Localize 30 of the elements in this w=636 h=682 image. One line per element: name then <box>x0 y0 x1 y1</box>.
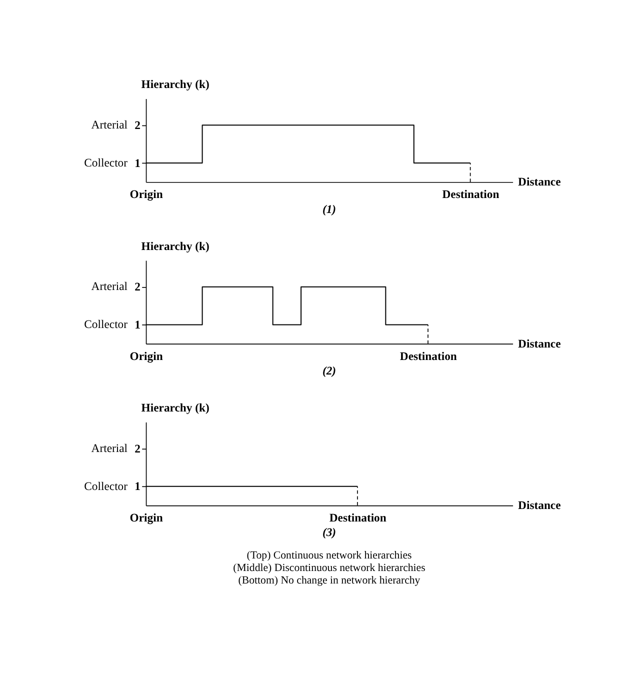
y-axis-title: Hierarchy (k) <box>141 402 210 415</box>
text: (3) <box>322 526 336 540</box>
text: (1) <box>322 202 336 216</box>
text: (Bottom) No change in network hierarchy <box>238 574 421 587</box>
x-tick-label: Destination <box>329 512 387 525</box>
x-tick-label: Origin <box>130 512 164 525</box>
y-tick-label: 1 <box>134 480 141 494</box>
text: Arterial <box>91 118 128 132</box>
text: Arterial <box>91 442 128 455</box>
y-tick-label: 1 <box>134 156 141 170</box>
text: (Top) Continuous network hierarchies <box>246 550 412 562</box>
text: Arterial <box>91 280 128 294</box>
y-tick-label: 2 <box>134 118 141 132</box>
x-axis-title: Distance <box>518 176 561 189</box>
text: Collector <box>84 480 128 493</box>
x-tick-label: Origin <box>130 350 164 363</box>
x-axis-title: Distance <box>518 337 561 350</box>
y-tick-label: 2 <box>134 280 141 294</box>
y-tick-label: 2 <box>134 442 141 456</box>
text: (Middle) Discontinuous network hierarchies <box>233 562 426 574</box>
text: Collector <box>84 318 128 332</box>
x-tick-label: Origin <box>130 188 164 202</box>
x-tick-label: Destination <box>442 188 500 202</box>
x-tick-label: Destination <box>400 350 458 363</box>
x-axis-title: Distance <box>518 499 561 512</box>
text: Collector <box>84 156 128 170</box>
y-tick-label: 1 <box>134 318 141 332</box>
y-axis-title: Hierarchy (k) <box>141 240 210 253</box>
text: (2) <box>322 364 336 378</box>
y-axis-title: Hierarchy (k) <box>141 78 210 92</box>
